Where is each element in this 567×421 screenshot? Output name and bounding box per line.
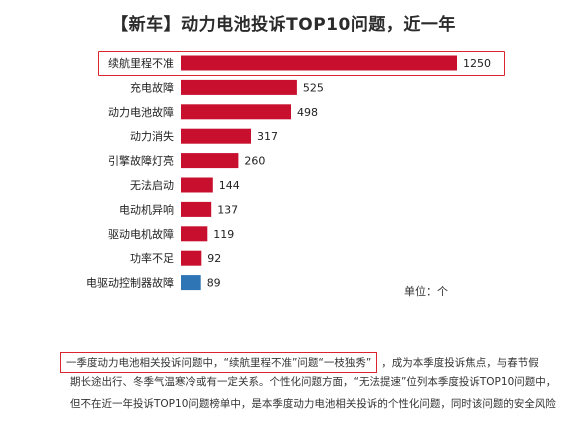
value-label-3: 498: [297, 106, 318, 119]
bar-7: [181, 201, 212, 217]
value-label-5: 260: [244, 155, 265, 168]
paragraph-line-3: 但不在近一年投诉TOP10问题榜单中，是本季度动力电池相关投诉的个性化问题，同时…: [70, 398, 556, 410]
bar-4: [181, 128, 251, 144]
category-label-4: 动力消失: [130, 129, 174, 143]
value-label-4: 317: [257, 130, 278, 143]
top-bar-highlight-box: [98, 51, 505, 76]
category-label-8: 驱动电机故障: [108, 227, 174, 241]
bar-chart: 续航里程不准 1250 充电故障 525 动力电池故障 498 动力消失 317 引擎故障灯亮 2…: [86, 55, 491, 291]
bar-5: [181, 153, 239, 169]
category-label-6: 无法启动: [130, 178, 174, 192]
bar-6: [181, 177, 213, 193]
value-label-9: 92: [207, 252, 221, 265]
paragraph-line-1-rest: ，成为本季度投诉焦点，与春节假: [381, 357, 539, 369]
value-label-2: 525: [303, 81, 324, 94]
bar-9: [181, 250, 202, 266]
value-label-7: 137: [217, 203, 238, 216]
paragraph-line-1: 一季度动力电池相关投诉问题中，“续航里程不准”问题“一枝独秀” ，成为本季度投诉焦…: [60, 352, 560, 373]
value-label-10: 89: [207, 277, 221, 290]
category-label-2: 充电故障: [130, 80, 174, 94]
paragraph-line-2: 期长途出行、冬季气温寒冷或有一定关系。个性化问题方面，“无法提速”位列本季度投诉…: [70, 376, 557, 388]
category-label-3: 动力电池故障: [108, 105, 174, 119]
bar-8: [181, 226, 208, 242]
value-label-6: 144: [219, 179, 240, 192]
bar-10: [181, 275, 201, 291]
bar-2: [181, 79, 297, 95]
category-label-1: 续航里程不准: [108, 56, 174, 70]
value-label-8: 119: [213, 228, 234, 241]
bar-1: [181, 55, 457, 71]
bar-3: [181, 104, 291, 120]
paragraph-highlight-box: 一季度动力电池相关投诉问题中，“续航里程不准”问题“一枝独秀”: [60, 352, 378, 373]
category-label-10: 电驱动控制器故障: [86, 276, 174, 290]
category-label-7: 电动机异响: [119, 202, 174, 216]
category-label-5: 引擎故障灯亮: [108, 154, 174, 168]
unit-label: 单位：个: [404, 285, 448, 298]
value-label-1: 1250: [463, 57, 491, 70]
category-label-9: 功率不足: [130, 251, 174, 265]
chart-title: 【新车】动力电池投诉TOP10问题，近一年: [111, 15, 456, 35]
